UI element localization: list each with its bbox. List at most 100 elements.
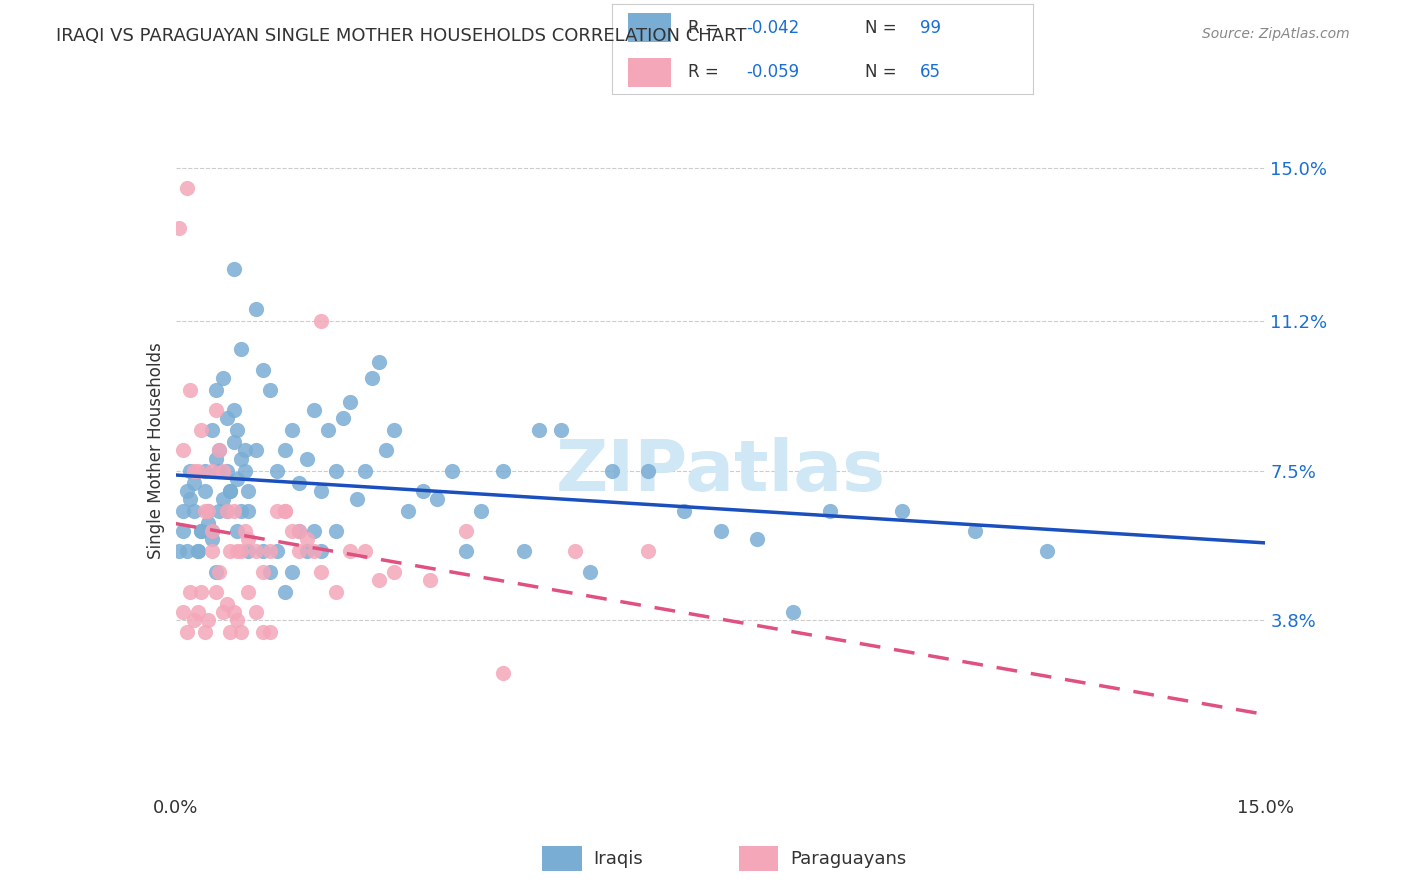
Point (176, 181, 198, 195)
Point (325, 585, 347, 599)
Point (259, 544, 281, 558)
Point (309, 565, 332, 579)
Point (396, 504, 419, 518)
Point (201, 524, 224, 539)
Point (818, 504, 841, 518)
Point (179, 383, 201, 397)
Text: N =: N = (865, 19, 901, 37)
Text: Paraguayans: Paraguayans (790, 849, 907, 868)
Point (194, 483, 217, 498)
Point (492, 665, 515, 680)
Point (252, 625, 274, 640)
Point (201, 524, 224, 539)
FancyBboxPatch shape (543, 847, 582, 871)
Text: -0.059: -0.059 (747, 63, 800, 81)
Point (169, 544, 191, 558)
Point (281, 565, 304, 579)
Point (266, 544, 288, 558)
Point (325, 464, 347, 478)
Point (201, 423, 224, 437)
Point (183, 504, 205, 518)
Point (231, 544, 253, 558)
Point (222, 605, 245, 619)
Point (295, 451, 318, 466)
Point (201, 464, 224, 478)
Text: ZIPatlas: ZIPatlas (555, 436, 886, 506)
Point (238, 533, 260, 547)
Point (245, 544, 267, 558)
Point (339, 395, 361, 409)
Point (215, 504, 238, 518)
Text: -0.042: -0.042 (747, 19, 800, 37)
Point (219, 483, 242, 498)
Point (637, 544, 659, 558)
Point (226, 423, 249, 437)
Point (186, 544, 209, 558)
Point (208, 443, 231, 458)
Point (375, 443, 398, 458)
Point (176, 625, 198, 640)
Point (226, 613, 249, 627)
Point (245, 301, 267, 316)
Point (238, 585, 260, 599)
Point (190, 524, 212, 539)
Point (470, 504, 492, 518)
Point (197, 613, 219, 627)
Point (201, 533, 224, 547)
Point (309, 314, 332, 328)
Point (208, 464, 231, 478)
Point (204, 585, 226, 599)
Point (288, 524, 311, 539)
Point (302, 524, 325, 539)
Point (891, 504, 914, 518)
Point (231, 625, 253, 640)
Point (579, 565, 602, 579)
Point (238, 544, 260, 558)
Text: 99: 99 (920, 19, 941, 37)
Point (231, 343, 253, 357)
Point (231, 504, 253, 518)
Point (426, 491, 449, 506)
Point (226, 544, 249, 558)
Point (332, 411, 354, 425)
Point (190, 585, 212, 599)
Text: R =: R = (688, 63, 724, 81)
Point (252, 565, 274, 579)
Point (204, 403, 226, 417)
Point (183, 475, 205, 490)
Point (281, 524, 304, 539)
Point (215, 464, 238, 478)
Point (637, 464, 659, 478)
Point (274, 504, 297, 518)
Point (212, 605, 235, 619)
Point (194, 464, 217, 478)
Point (222, 261, 245, 276)
Point (295, 544, 318, 558)
Point (208, 565, 231, 579)
Point (492, 464, 515, 478)
Point (259, 565, 281, 579)
Point (204, 565, 226, 579)
Point (190, 524, 212, 539)
Text: Iraqis: Iraqis (593, 849, 643, 868)
Point (564, 544, 586, 558)
Point (266, 464, 288, 478)
Point (412, 483, 434, 498)
Point (302, 544, 325, 558)
Point (274, 585, 297, 599)
Text: 65: 65 (920, 63, 941, 81)
Point (179, 585, 201, 599)
Point (212, 370, 235, 384)
Point (288, 544, 311, 558)
Point (325, 524, 347, 539)
Point (368, 573, 391, 587)
Point (172, 443, 194, 458)
Point (745, 533, 768, 547)
Point (346, 491, 368, 506)
Point (197, 504, 219, 518)
Point (259, 625, 281, 640)
Point (219, 483, 242, 498)
Point (179, 491, 201, 506)
Point (172, 504, 194, 518)
Point (212, 491, 235, 506)
